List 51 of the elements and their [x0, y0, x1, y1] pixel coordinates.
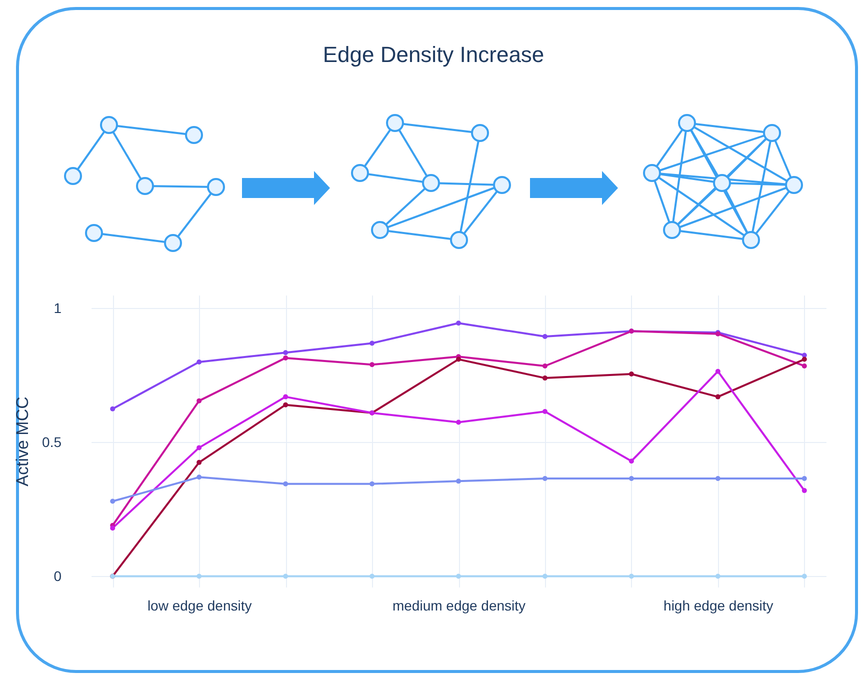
point [196, 359, 202, 364]
point [456, 478, 461, 484]
point [456, 356, 461, 362]
point [802, 574, 807, 579]
point [542, 476, 548, 481]
point [196, 460, 202, 465]
point [370, 340, 375, 346]
point [283, 350, 288, 356]
y-tick-label: 0 [54, 568, 62, 584]
y-tick-label: 0.5 [42, 434, 62, 450]
point [628, 574, 634, 579]
point [628, 476, 634, 481]
x-tick-label: high edge density [664, 598, 774, 614]
y-axis-title: Active MCC [13, 396, 32, 486]
y-tick-label: 1 [54, 300, 62, 316]
point [802, 488, 807, 494]
point [542, 363, 548, 368]
point [283, 481, 288, 486]
point [542, 334, 548, 340]
point [196, 574, 202, 579]
point [802, 476, 807, 481]
point [456, 320, 461, 326]
point [715, 476, 720, 481]
point [283, 355, 288, 360]
point [370, 574, 375, 579]
point [542, 376, 548, 381]
point [370, 481, 375, 486]
point [628, 372, 634, 377]
point [110, 526, 116, 531]
point [283, 402, 288, 408]
point [628, 458, 634, 464]
point [370, 362, 375, 368]
point [802, 356, 807, 362]
point [196, 398, 202, 404]
point [715, 574, 720, 579]
point [456, 420, 461, 425]
point [283, 574, 288, 579]
point [196, 445, 202, 450]
point [542, 574, 548, 579]
point [283, 394, 288, 400]
point [196, 474, 202, 480]
point [456, 574, 461, 579]
point [715, 368, 720, 374]
x-tick-label: medium edge density [392, 598, 526, 614]
point [715, 394, 720, 400]
chart-title: Edge Density Increase [322, 42, 546, 68]
point [542, 409, 548, 414]
point [110, 498, 116, 504]
x-tick-label: low edge density [147, 598, 252, 614]
point [110, 406, 116, 412]
point [802, 363, 807, 368]
